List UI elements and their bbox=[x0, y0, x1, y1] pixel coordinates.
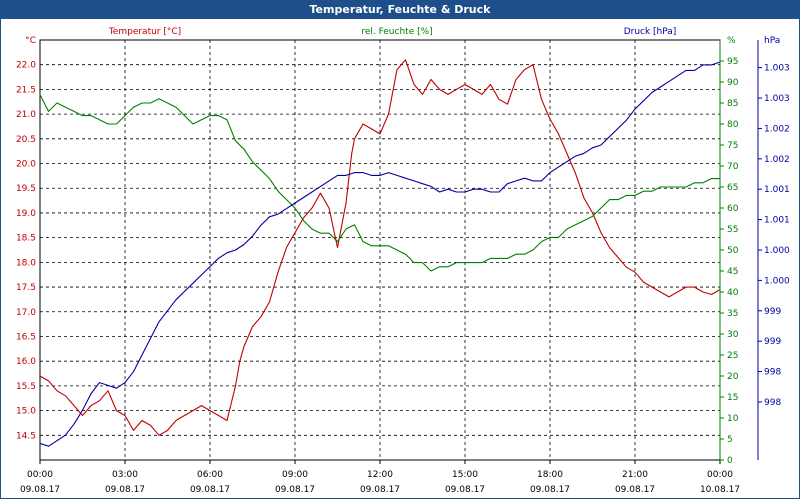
pressure-tick-label: 998 bbox=[764, 368, 781, 378]
temp-tick-label: 20.5 bbox=[16, 135, 36, 145]
x-tick-time: 00:00 bbox=[707, 470, 733, 480]
x-tick-date: 09.08.17 bbox=[615, 485, 655, 495]
humidity-tick-label: 40 bbox=[727, 288, 739, 298]
temp-tick-label: 22.0 bbox=[16, 61, 36, 71]
pressure-tick-label: 1.002 bbox=[764, 155, 790, 165]
x-tick-time: 15:00 bbox=[452, 470, 478, 480]
x-tick-time: 00:00 bbox=[27, 470, 53, 480]
pressure-unit: hPa bbox=[764, 36, 780, 46]
humidity-tick-label: 85 bbox=[727, 99, 738, 109]
x-tick-date: 09.08.17 bbox=[360, 485, 400, 495]
x-tick-date: 09.08.17 bbox=[105, 485, 145, 495]
humidity-axis-title: rel. Feuchte [%] bbox=[361, 27, 432, 37]
humidity-tick-label: 90 bbox=[727, 78, 739, 88]
temp-tick-label: 19.0 bbox=[16, 209, 36, 219]
temp-tick-label: 21.5 bbox=[16, 85, 36, 95]
pressure-tick-label: 1.001 bbox=[764, 185, 790, 195]
temp-tick-label: 21.0 bbox=[16, 110, 36, 120]
pressure-tick-label: 1.002 bbox=[764, 124, 790, 134]
temp-tick-label: 16.0 bbox=[16, 357, 36, 367]
pressure-tick-label: 1.000 bbox=[764, 276, 790, 286]
temp-axis-title: Temperatur [°C] bbox=[108, 27, 181, 37]
pressure-series-line bbox=[39, 61, 721, 447]
x-tick-time: 18:00 bbox=[537, 470, 563, 480]
temp-tick-label: 20.0 bbox=[16, 160, 36, 170]
pressure-tick-label: 998 bbox=[764, 398, 781, 408]
temperature-series-line bbox=[39, 59, 721, 436]
pressure-tick-label: 1.003 bbox=[764, 64, 790, 74]
temp-unit: °C bbox=[25, 36, 36, 46]
temp-tick-label: 14.5 bbox=[16, 431, 36, 441]
humidity-tick-label: 45 bbox=[727, 267, 738, 277]
pressure-tick-label: 1.003 bbox=[764, 94, 790, 104]
pressure-tick-label: 999 bbox=[764, 337, 781, 347]
humidity-tick-label: 15 bbox=[727, 393, 738, 403]
humidity-tick-label: 60 bbox=[727, 204, 739, 214]
humidity-tick-label: 75 bbox=[727, 141, 738, 151]
humidity-tick-label: 5 bbox=[727, 435, 733, 445]
temp-tick-label: 17.0 bbox=[16, 308, 36, 318]
humidity-tick-label: 65 bbox=[727, 183, 738, 193]
humidity-series-line bbox=[39, 94, 720, 272]
x-tick-date: 09.08.17 bbox=[445, 485, 485, 495]
temp-tick-label: 19.5 bbox=[16, 184, 36, 194]
x-tick-time: 06:00 bbox=[197, 470, 223, 480]
pressure-tick-label: 999 bbox=[764, 307, 781, 317]
temp-tick-label: 15.5 bbox=[16, 382, 36, 392]
grid bbox=[39, 39, 721, 461]
series-lines bbox=[39, 59, 721, 447]
humidity-tick-label: 95 bbox=[727, 57, 738, 67]
temp-tick-label: 16.5 bbox=[16, 332, 36, 342]
humidity-tick-label: 10 bbox=[727, 414, 739, 424]
humidity-tick-label: 80 bbox=[727, 120, 739, 130]
pressure-axis-title: Druck [hPa] bbox=[624, 27, 677, 37]
x-tick-date: 10.08.17 bbox=[700, 485, 740, 495]
humidity-tick-label: 30 bbox=[727, 330, 739, 340]
temp-tick-label: 18.0 bbox=[16, 258, 36, 268]
humidity-tick-label: 50 bbox=[727, 246, 739, 256]
x-tick-time: 12:00 bbox=[367, 470, 393, 480]
x-tick-time: 21:00 bbox=[622, 470, 648, 480]
temp-tick-label: 18.5 bbox=[16, 234, 36, 244]
humidity-tick-label: 0 bbox=[727, 456, 733, 466]
x-tick-date: 09.08.17 bbox=[530, 485, 570, 495]
x-tick-time: 09:00 bbox=[282, 470, 308, 480]
x-tick-date: 09.08.17 bbox=[275, 485, 315, 495]
x-tick-date: 09.08.17 bbox=[20, 485, 60, 495]
humidity-unit: % bbox=[727, 36, 736, 46]
humidity-tick-label: 70 bbox=[727, 162, 739, 172]
humidity-tick-label: 55 bbox=[727, 225, 738, 235]
pressure-tick-label: 1.000 bbox=[764, 246, 790, 256]
pressure-tick-label: 1.001 bbox=[764, 216, 790, 226]
x-tick-date: 09.08.17 bbox=[190, 485, 230, 495]
temp-tick-label: 15.0 bbox=[16, 407, 36, 417]
humidity-tick-label: 20 bbox=[727, 372, 739, 382]
chart-title: Temperatur, Feuchte & Druck bbox=[0, 0, 800, 19]
humidity-tick-label: 25 bbox=[727, 351, 738, 361]
x-tick-time: 03:00 bbox=[112, 470, 138, 480]
temp-tick-label: 17.5 bbox=[16, 283, 36, 293]
axes: 22.0 21.5 21.0 20.5 20.0 19.5 19.0 18.5 18.0 17.5… bbox=[16, 27, 790, 495]
humidity-tick-label: 35 bbox=[727, 309, 738, 319]
